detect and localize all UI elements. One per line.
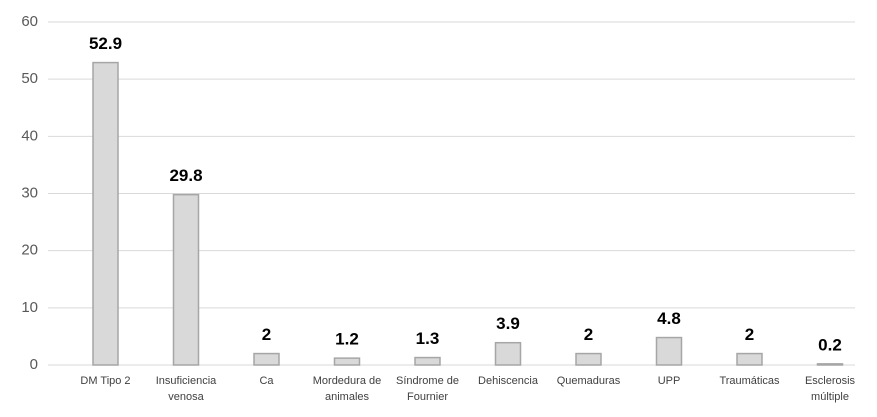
data-label: 4.8: [657, 309, 681, 328]
y-tick-label: 60: [21, 13, 38, 30]
x-tick-label: Insuficiencia venosa: [155, 375, 217, 403]
y-tick-label: 50: [21, 70, 38, 87]
bar: [172, 193, 200, 366]
bar: [92, 61, 119, 366]
data-label: 52.9: [89, 34, 122, 53]
x-tick-label: Esclerosis múltiple: [804, 375, 856, 403]
x-tick-label: Quemaduras: [556, 375, 621, 387]
bar: [575, 352, 602, 366]
bar: [414, 356, 441, 366]
bar: [494, 341, 522, 366]
y-tick-label: 40: [21, 127, 38, 144]
y-tick-label: 30: [21, 184, 38, 201]
y-tick-label: 10: [21, 299, 38, 316]
bar: [816, 363, 844, 366]
x-tick-label: Dehiscencia: [478, 375, 538, 387]
data-label: 0.2: [818, 335, 842, 354]
y-tick-label: 0: [30, 356, 38, 373]
bar: [655, 336, 683, 366]
y-tick-label: 20: [21, 242, 38, 259]
data-label: 2: [262, 325, 271, 344]
bar: [333, 357, 361, 366]
bar: [736, 352, 763, 366]
data-label: 1.2: [335, 330, 359, 349]
x-tick-label: Síndrome de Fournier: [396, 375, 459, 403]
data-label: 2: [584, 325, 593, 344]
x-tick-label: Mordedura de animales: [312, 375, 382, 403]
x-tick-label: UPP: [657, 375, 681, 387]
x-tick-label: Traumáticas: [719, 375, 780, 387]
data-label: 2: [745, 325, 754, 344]
data-label: 1.3: [416, 329, 440, 348]
data-label: 3.9: [496, 314, 520, 333]
bar: [253, 352, 280, 366]
data-label: 29.8: [169, 166, 202, 185]
x-tick-label: DM Tipo 2: [80, 375, 131, 387]
x-tick-label: Ca: [259, 375, 274, 387]
